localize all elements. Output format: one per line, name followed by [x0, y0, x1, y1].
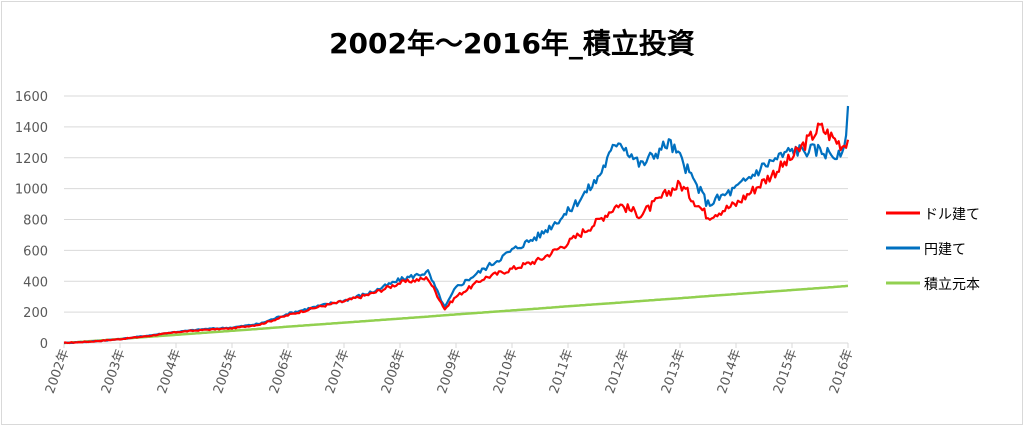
- y-tick-label: 400: [23, 275, 48, 290]
- x-tick-label: 2003年: [99, 347, 129, 395]
- x-tick-label: 2014年: [715, 347, 745, 395]
- x-tick-label: 2004年: [155, 347, 185, 395]
- y-tick-label: 1000: [15, 183, 48, 198]
- x-tick-label: 2007年: [323, 347, 353, 395]
- y-tick-label: 1600: [15, 90, 48, 105]
- series-line-3: [63, 284, 849, 345]
- series-line-1: [63, 122, 850, 345]
- x-tick-label: 2012年: [603, 347, 633, 395]
- x-tick-label: 2016年: [827, 347, 857, 395]
- series-lines: [63, 105, 850, 345]
- y-tick-label: 600: [23, 244, 48, 259]
- series-line-2: [63, 105, 850, 345]
- legend-label: 円建て: [924, 242, 966, 258]
- x-tick-label: 2015年: [771, 347, 801, 395]
- y-tick-label: 1400: [15, 121, 48, 136]
- legend-label: ドル建て: [924, 207, 980, 223]
- chart-title: 2002年～2016年_積立投資: [329, 27, 695, 60]
- x-tick-label: 2013年: [659, 347, 689, 395]
- gridlines: [64, 95, 848, 344]
- legend-label: 積立元本: [924, 277, 980, 293]
- x-tick-label: 2006年: [267, 347, 297, 395]
- x-tick-label: 2011年: [547, 347, 577, 395]
- x-axis: 2002年 2003年 2004年 2005年 2006年 2007年 2008年 2009年…: [43, 342, 857, 396]
- x-tick-label: 2005年: [211, 347, 241, 395]
- y-tick-label: 1200: [15, 152, 48, 167]
- x-tick-label: 2002年: [43, 347, 73, 395]
- x-tick-label: 2010年: [491, 347, 521, 395]
- x-tick-label: 2008年: [379, 347, 409, 395]
- x-tick-label: 2009年: [435, 347, 465, 395]
- y-tick-label: 800: [23, 214, 48, 229]
- y-tick-label: 200: [23, 306, 48, 321]
- y-axis: 0 200 400 600 800 1000 1200 1400 1600: [15, 90, 48, 352]
- y-tick-label: 0: [40, 337, 48, 352]
